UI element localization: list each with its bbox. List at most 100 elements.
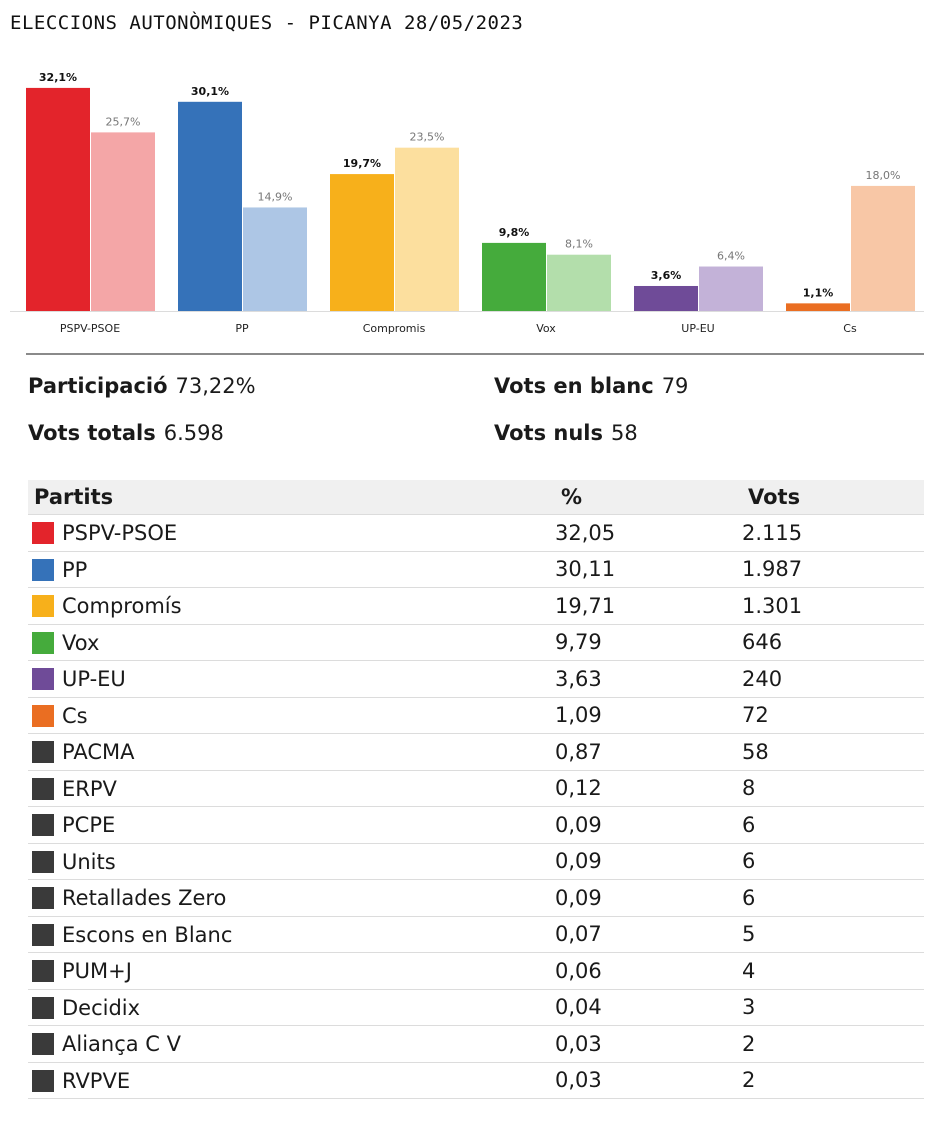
party-color-swatch <box>32 850 54 873</box>
vots-nuls-value: 58 <box>610 421 638 445</box>
pct-cell: 0,12 <box>555 769 742 807</box>
table-row: RVPVE 0,03 2 <box>28 1061 924 1099</box>
table-row: PSPV-PSOE 32,05 2.115 <box>28 514 924 551</box>
data-label: 8,1% <box>565 238 593 251</box>
party-color-swatch <box>32 595 54 618</box>
pct-cell: 0,03 <box>555 1061 742 1099</box>
vots-cell: 72 <box>742 696 924 734</box>
party-color-swatch <box>32 777 54 800</box>
party-name: PUM+J <box>62 959 132 984</box>
pct-cell: 0,87 <box>555 733 742 770</box>
table-row: Units 0,09 6 <box>28 842 924 880</box>
party-cell: ERPV <box>28 769 555 807</box>
divider <box>26 353 924 355</box>
party-name: Cs <box>62 703 88 728</box>
party-name: Retallades Zero <box>62 886 227 911</box>
party-color-swatch <box>32 814 54 837</box>
category-label: Cs <box>843 322 857 335</box>
vots-cell: 8 <box>742 769 924 807</box>
party-name: Units <box>62 849 116 874</box>
data-label: 18,0% <box>866 169 901 182</box>
party-name: Vox <box>62 630 100 655</box>
table-row: PP 30,11 1.987 <box>28 550 924 588</box>
party-name: PACMA <box>62 740 135 765</box>
table-row: Escons en Blanc 0,07 5 <box>28 915 924 953</box>
data-label: 3,6% <box>651 269 682 282</box>
party-name: UP-EU <box>62 667 126 692</box>
table-header-row: Partits % Vots <box>28 480 924 515</box>
bar-previous <box>699 266 763 311</box>
vots-cell: 6 <box>742 879 924 916</box>
bar-current <box>26 87 90 311</box>
category-label: UP-EU <box>681 322 714 335</box>
data-label: 14,9% <box>258 190 293 203</box>
bar-current <box>634 285 698 311</box>
header-vots: Vots <box>742 480 924 515</box>
stat-vots-blanc: Vots en blanc 79 <box>494 374 688 398</box>
category-label: PSPV-PSOE <box>60 322 120 335</box>
participacio-label: Participació <box>28 374 168 398</box>
stat-vots-nuls: Vots nuls 58 <box>494 421 638 445</box>
vots-totals-value: 6.598 <box>163 421 224 445</box>
pct-cell: 0,03 <box>555 1025 742 1062</box>
bar-previous <box>243 207 307 311</box>
vots-cell: 3 <box>742 988 924 1026</box>
table-row: ERPV 0,12 8 <box>28 769 924 807</box>
vots-cell: 646 <box>742 623 924 661</box>
party-cell: RVPVE <box>28 1061 555 1099</box>
bar-previous <box>547 254 611 311</box>
party-color-swatch <box>32 704 54 727</box>
table-row: Cs 1,09 72 <box>28 696 924 734</box>
data-label: 9,8% <box>499 226 530 239</box>
table-row: UP-EU 3,63 240 <box>28 660 924 697</box>
table-row: Aliança C V 0,03 2 <box>28 1025 924 1062</box>
party-cell: Retallades Zero <box>28 879 555 916</box>
vots-blanc-value: 79 <box>661 374 689 398</box>
header-pct: % <box>555 480 742 515</box>
party-color-swatch <box>32 522 54 545</box>
party-color-swatch <box>32 1069 54 1092</box>
pct-cell: 30,11 <box>555 550 742 588</box>
vots-totals-label: Vots totals <box>28 421 156 445</box>
pct-cell: 1,09 <box>555 696 742 734</box>
party-color-swatch <box>32 631 54 654</box>
party-cell: UP-EU <box>28 660 555 697</box>
vots-cell: 1.301 <box>742 587 924 624</box>
table-row: PUM+J 0,06 4 <box>28 952 924 989</box>
party-cell: Units <box>28 842 555 880</box>
party-color-swatch <box>32 741 54 764</box>
party-cell: Compromís <box>28 587 555 624</box>
page-title: ELECCIONS AUTONÒMIQUES - PICANYA 28/05/2… <box>10 12 524 34</box>
bar-chart: 32,1% 25,7% PSPV-PSOE 30,1% 14,9% PP 19,7% 23,5… <box>10 71 924 335</box>
pct-cell: 0,09 <box>555 806 742 843</box>
participacio-value: 73,22% <box>175 374 256 398</box>
category-label: PP <box>235 322 249 335</box>
pct-cell: 9,79 <box>555 623 742 661</box>
bar-previous <box>395 147 459 311</box>
pct-cell: 32,05 <box>555 514 742 551</box>
category-label: Vox <box>536 322 556 335</box>
party-cell: PACMA <box>28 733 555 770</box>
party-color-swatch <box>32 996 54 1019</box>
pct-cell: 19,71 <box>555 587 742 624</box>
vots-cell: 58 <box>742 733 924 770</box>
vots-nuls-label: Vots nuls <box>494 421 603 445</box>
party-color-swatch <box>32 960 54 983</box>
party-name: Decidix <box>62 995 141 1020</box>
party-name: PSPV-PSOE <box>62 521 178 546</box>
party-color-swatch <box>32 1033 54 1056</box>
party-name: PCPE <box>62 813 116 838</box>
vots-cell: 5 <box>742 915 924 953</box>
party-cell: PUM+J <box>28 952 555 989</box>
party-cell: PCPE <box>28 806 555 843</box>
table-row: Decidix 0,04 3 <box>28 988 924 1026</box>
party-color-swatch <box>32 558 54 581</box>
data-label: 32,1% <box>39 71 77 84</box>
vots-blanc-label: Vots en blanc <box>494 374 654 398</box>
table-row: PACMA 0,87 58 <box>28 733 924 770</box>
category-label: Compromis <box>363 322 426 335</box>
table-row: Vox 9,79 646 <box>28 623 924 661</box>
party-cell: Cs <box>28 696 555 734</box>
data-label: 23,5% <box>410 131 445 144</box>
vots-cell: 2 <box>742 1025 924 1062</box>
